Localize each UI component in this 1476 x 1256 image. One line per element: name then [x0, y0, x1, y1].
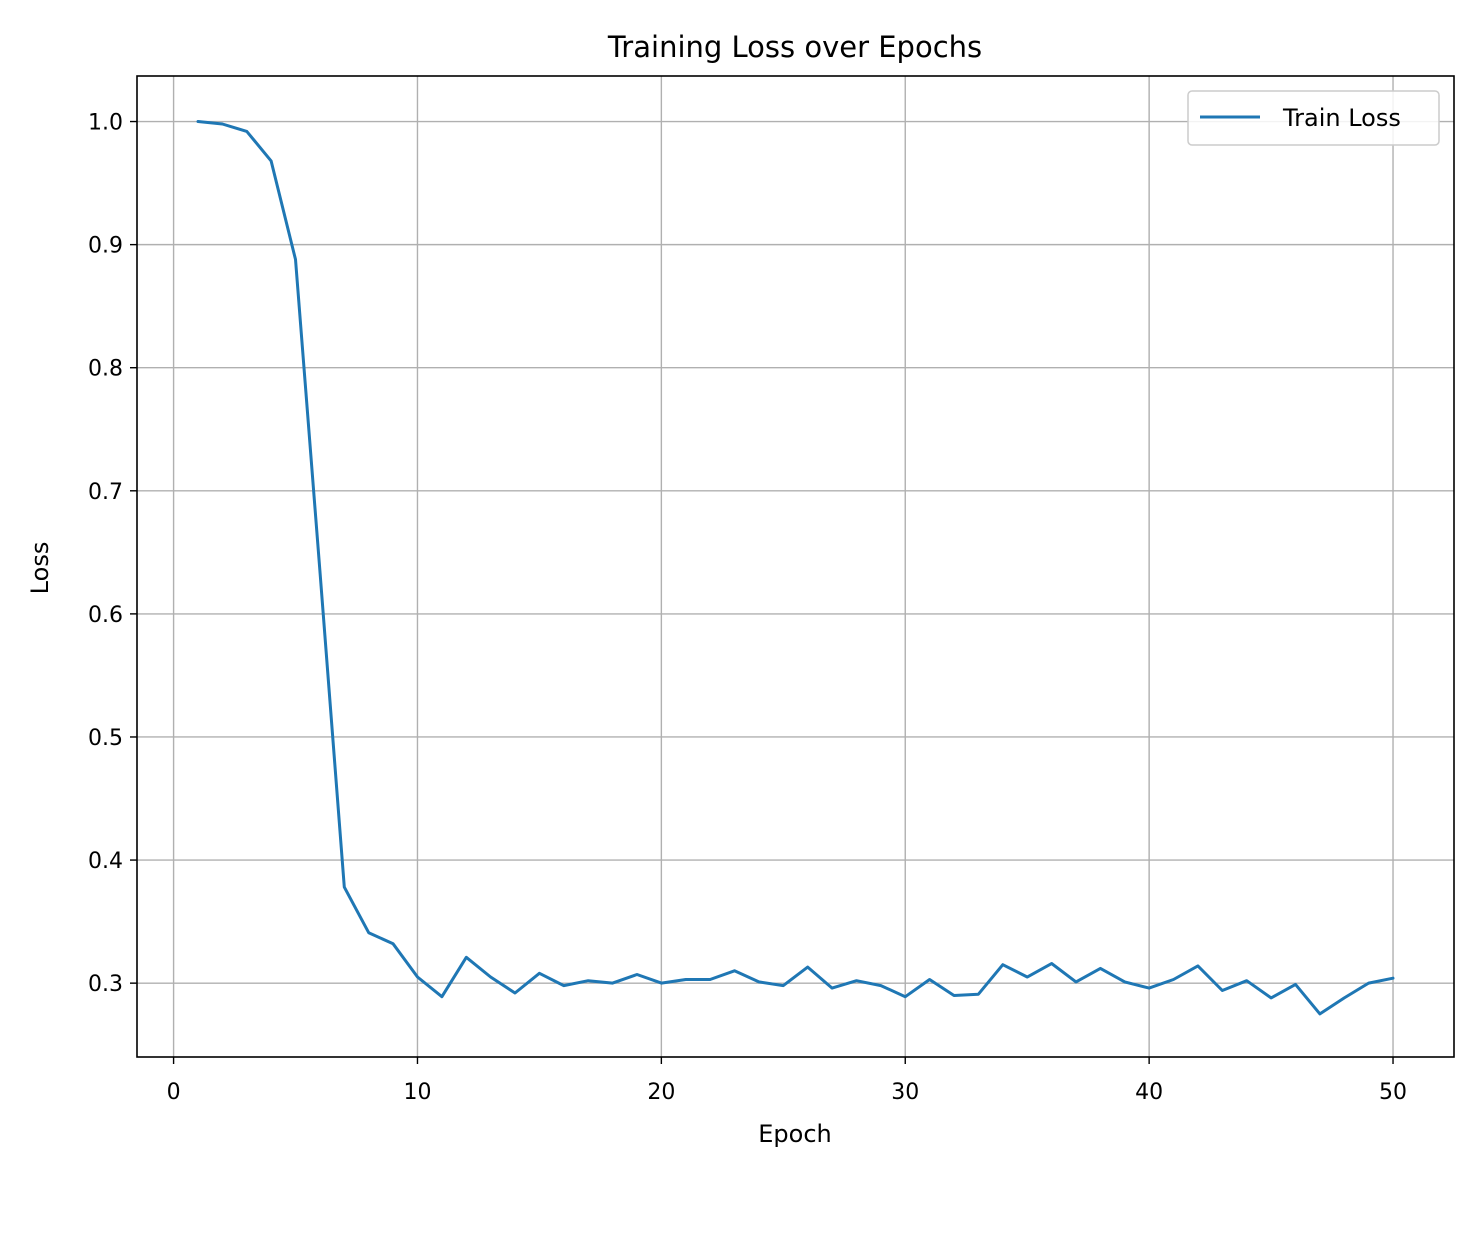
x-tick-label: 10 [403, 1080, 431, 1105]
legend-box [1187, 90, 1440, 146]
y-tick-label: 0.7 [88, 480, 123, 505]
x-axis-label: Epoch [758, 1120, 832, 1148]
x-axis-ticks: 0 10 20 30 40 50 [167, 1057, 1407, 1105]
y-tick-label: 0.5 [88, 726, 123, 751]
grid [137, 76, 1454, 1057]
x-tick-label: 30 [891, 1080, 919, 1105]
chart-title: Training Loss over Epochs [607, 30, 982, 64]
y-tick-label: 1.0 [88, 111, 123, 136]
y-axis-label: Loss [26, 542, 54, 595]
y-tick-label: 0.9 [88, 234, 123, 259]
x-tick-label: 50 [1379, 1080, 1407, 1105]
legend: Train Loss [1187, 90, 1440, 146]
x-tick-label: 0 [167, 1080, 181, 1105]
y-tick-label: 0.3 [88, 972, 123, 997]
x-tick-label: 40 [1135, 1080, 1163, 1105]
x-tick-label: 20 [647, 1080, 675, 1105]
series-lines [196, 120, 1395, 1016]
series-line-train-loss [196, 120, 1395, 1016]
legend-label-train-loss: Train Loss [1282, 104, 1401, 132]
y-tick-label: 0.4 [88, 849, 123, 874]
y-tick-label: 0.8 [88, 357, 123, 382]
y-axis-ticks: 0.3 0.4 0.5 0.6 0.7 0.8 0.9 1.0 [88, 111, 137, 997]
y-tick-label: 0.6 [88, 603, 123, 628]
plot-frame [136, 75, 1455, 1058]
